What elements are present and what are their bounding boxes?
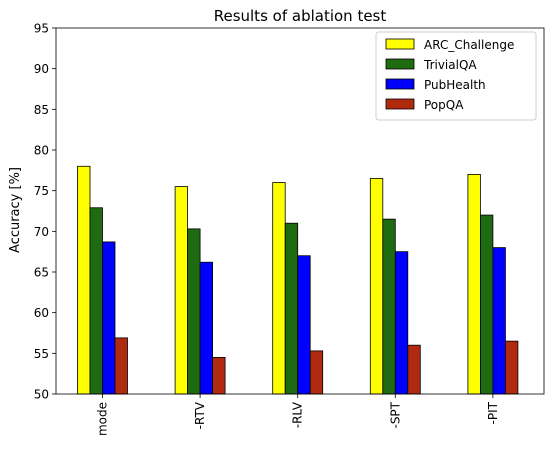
legend-label-popqa: PopQA xyxy=(424,98,464,112)
y-axis-label: Accuracy [%] xyxy=(8,167,23,253)
chart-title: Results of ablation test xyxy=(214,7,387,25)
bar-pubhealth-3 xyxy=(394,251,409,395)
y-tick-label: 95 xyxy=(34,22,49,36)
y-tick-label: 60 xyxy=(34,306,49,320)
bar-arc-challenge-0 xyxy=(77,165,91,395)
bar-trivialqa-3 xyxy=(382,218,396,395)
bar-pubhealth-2 xyxy=(297,255,311,395)
bar-pubhealth-0 xyxy=(102,241,116,395)
bar-popqa-1 xyxy=(212,356,226,395)
legend-swatch-popqa xyxy=(385,98,415,110)
legend-swatch-pubhealth xyxy=(385,78,415,90)
bar-arc-challenge-2 xyxy=(272,182,286,395)
bar-trivialqa-4 xyxy=(479,214,494,395)
bar-popqa-3 xyxy=(407,344,421,395)
x-tick-label: -PIT xyxy=(486,401,500,424)
bar-trivialqa-1 xyxy=(187,228,201,395)
bar-popqa-2 xyxy=(309,350,324,395)
bar-arc-challenge-4 xyxy=(467,173,481,395)
legend-label-arc-challenge: ARC_Challenge xyxy=(424,38,514,52)
bar-popqa-4 xyxy=(504,340,519,395)
bar-pubhealth-4 xyxy=(492,247,506,395)
y-tick-label: 75 xyxy=(34,184,49,198)
y-tick-label: 65 xyxy=(34,266,49,280)
legend-label-trivialqa: TrivialQA xyxy=(423,58,477,72)
legend-swatch-trivialqa xyxy=(385,58,415,70)
legend-swatch-arc-challenge xyxy=(385,38,415,50)
bar-arc-challenge-1 xyxy=(174,186,189,395)
bar-trivialqa-2 xyxy=(284,222,299,395)
y-tick-label: 90 xyxy=(34,62,49,76)
axes-frame xyxy=(55,27,545,395)
y-tick-label: 50 xyxy=(34,388,49,402)
y-tick-label: 55 xyxy=(34,347,49,361)
y-tick-label: 70 xyxy=(34,225,49,239)
x-tick-label: -RLV xyxy=(291,401,305,428)
bar-popqa-0 xyxy=(114,337,128,395)
x-tick-label: -SPT xyxy=(388,401,402,428)
y-tick-label: 80 xyxy=(34,144,49,158)
legend-label-pubhealth: PubHealth xyxy=(424,78,486,92)
bar-arc-challenge-3 xyxy=(369,178,384,395)
bar-pubhealth-1 xyxy=(199,261,214,395)
legend: ARC_Challenge TrivialQA PubHealth PopQA xyxy=(375,31,537,121)
x-tick-label: mode xyxy=(96,402,110,436)
y-tick-label: 85 xyxy=(34,103,49,117)
legend-box xyxy=(375,31,537,121)
x-tick-label: -RTV xyxy=(193,401,207,429)
bar-trivialqa-0 xyxy=(89,207,103,395)
plot-area: mode -RTV -RLV -SPT -PIT 50 55 60 65 70 75 80 85 90 95 xyxy=(34,22,545,436)
